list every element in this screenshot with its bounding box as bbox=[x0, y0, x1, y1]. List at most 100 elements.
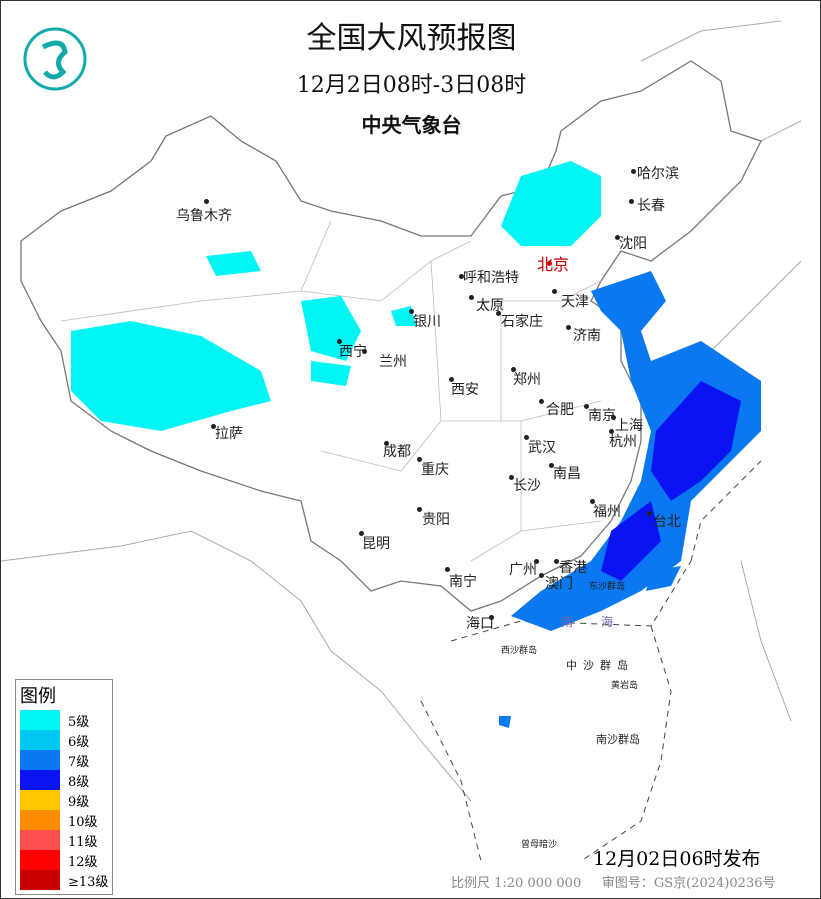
legend-swatch bbox=[20, 830, 60, 850]
legend-title: 图例 bbox=[20, 686, 56, 707]
city-marker bbox=[549, 463, 554, 468]
city-marker bbox=[459, 274, 464, 279]
wind-level-7-areas bbox=[499, 271, 761, 728]
legend-item: 7级 bbox=[16, 750, 112, 770]
legend-item: 8级 bbox=[16, 770, 112, 790]
city-marker bbox=[590, 499, 595, 504]
city-label: 澳门 bbox=[545, 576, 573, 592]
legend-swatch bbox=[20, 810, 60, 830]
city-marker bbox=[211, 424, 216, 429]
city-marker bbox=[204, 199, 209, 204]
city-label: 石家庄 bbox=[501, 314, 543, 330]
sea-label: 南沙群岛 bbox=[596, 733, 640, 746]
legend-item: 5级 bbox=[16, 710, 112, 730]
scale-text: 比例尺 1:20 000 000 bbox=[451, 876, 582, 891]
city-marker bbox=[409, 309, 414, 314]
city-marker bbox=[539, 399, 544, 404]
sea-label: 东沙群岛 bbox=[589, 582, 626, 592]
sea-label: 西沙群岛 bbox=[501, 646, 538, 656]
sea-label: 中沙群岛 bbox=[566, 659, 634, 672]
forecast-period: 12月2日08时-3日08时 bbox=[296, 73, 527, 98]
legend-label: 6级 bbox=[68, 734, 90, 750]
city-label: 武汉 bbox=[528, 440, 556, 456]
city-label: 贵阳 bbox=[422, 512, 450, 528]
city-marker bbox=[534, 559, 539, 564]
city-label: 合肥 bbox=[546, 402, 574, 418]
city-label: 郑州 bbox=[513, 372, 541, 388]
cma-logo bbox=[23, 27, 87, 95]
city-marker bbox=[611, 415, 616, 420]
city-label: 西安 bbox=[451, 382, 479, 398]
city-label: 乌鲁木齐 bbox=[176, 208, 232, 224]
city-label: 拉萨 bbox=[215, 426, 243, 442]
city-label: 沈阳 bbox=[619, 236, 647, 252]
city-label: 长春 bbox=[637, 198, 665, 214]
city-marker bbox=[554, 559, 559, 564]
legend-item: 11级 bbox=[16, 830, 112, 850]
legend: 图例 5级 6级 7级 8级 9级 10级 11级 12级 ≥13级 bbox=[15, 679, 113, 895]
legend-label: 11级 bbox=[68, 834, 98, 850]
wind-level-5-areas bbox=[71, 161, 601, 431]
legend-swatch bbox=[20, 730, 60, 750]
city-marker bbox=[359, 531, 364, 536]
city-marker bbox=[615, 235, 620, 240]
city-label: 济南 bbox=[573, 328, 601, 344]
city-marker bbox=[489, 615, 494, 620]
city-label: 广州 bbox=[509, 562, 537, 578]
city-marker bbox=[449, 377, 454, 382]
city-marker bbox=[647, 511, 652, 516]
legend-item: 9级 bbox=[16, 790, 112, 810]
city-label: 海口 bbox=[466, 616, 494, 632]
sea-label: 曾母暗沙 bbox=[521, 840, 558, 850]
legend-swatch bbox=[20, 710, 60, 730]
legend-item: ≥13级 bbox=[16, 870, 112, 890]
city-label: 成都 bbox=[383, 444, 411, 460]
city-label: 西宁 bbox=[339, 344, 367, 360]
city-marker bbox=[584, 404, 589, 409]
agency-name: 中央气象台 bbox=[361, 113, 462, 137]
city-marker bbox=[362, 349, 367, 354]
city-marker bbox=[631, 169, 636, 174]
city-marker bbox=[609, 429, 614, 434]
legend-swatch bbox=[20, 850, 60, 870]
city-marker bbox=[417, 507, 422, 512]
city-label: 哈尔滨 bbox=[637, 166, 679, 182]
city-label: 南京 bbox=[588, 408, 616, 424]
city-label: 昆明 bbox=[362, 536, 390, 552]
sea-label: 黄岩岛 bbox=[611, 681, 639, 691]
city-label: 重庆 bbox=[421, 462, 449, 478]
city-marker bbox=[547, 261, 552, 266]
sea-label: 南 bbox=[561, 615, 574, 629]
legend-label: 5级 bbox=[68, 714, 90, 730]
legend-item: 10级 bbox=[16, 810, 112, 830]
city-marker bbox=[552, 289, 557, 294]
legend-label: 9级 bbox=[68, 794, 90, 810]
city-marker bbox=[566, 325, 571, 330]
city-label: 福州 bbox=[593, 504, 621, 520]
city-label: 天津 bbox=[561, 294, 589, 310]
approval-number: 审图号：GS京(2024)0236号 bbox=[601, 876, 776, 891]
legend-swatch bbox=[20, 770, 60, 790]
city-label: 北京 bbox=[537, 255, 570, 274]
legend-swatch bbox=[20, 750, 60, 770]
city-marker bbox=[539, 573, 544, 578]
city-marker bbox=[496, 311, 501, 316]
sea-label: 海 bbox=[601, 615, 614, 629]
issue-time: 12月02日06时发布 bbox=[593, 848, 761, 870]
city-marker bbox=[524, 435, 529, 440]
city-marker bbox=[445, 567, 450, 572]
city-label: 兰州 bbox=[379, 354, 407, 370]
city-label: 台北 bbox=[653, 514, 681, 530]
city-marker bbox=[511, 367, 516, 372]
legend-swatch bbox=[20, 790, 60, 810]
city-label: 香港 bbox=[559, 560, 587, 576]
city-label: 南昌 bbox=[553, 466, 581, 482]
wind-level-8-areas bbox=[601, 381, 741, 581]
legend-item: 6级 bbox=[16, 730, 112, 750]
city-label: 杭州 bbox=[609, 434, 637, 450]
south-sea-dashed-line bbox=[420, 460, 762, 862]
legend-item: 12级 bbox=[16, 850, 112, 870]
neighbor-borders bbox=[1, 20, 802, 802]
city-marker bbox=[417, 457, 422, 462]
